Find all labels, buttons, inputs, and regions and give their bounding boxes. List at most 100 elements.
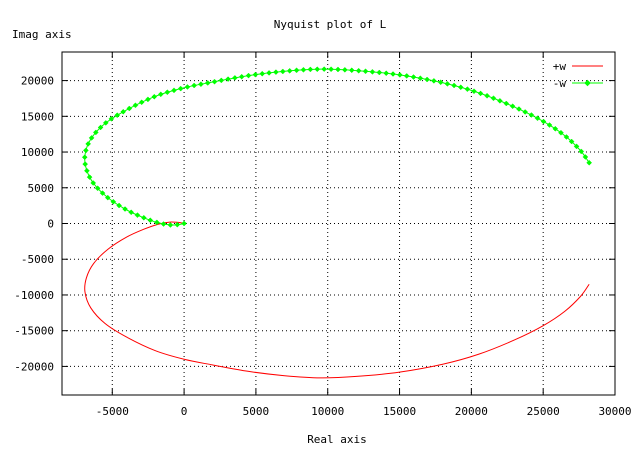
data-point bbox=[477, 90, 484, 97]
data-point bbox=[204, 80, 211, 86]
data-point bbox=[154, 219, 160, 226]
data-point bbox=[328, 66, 334, 73]
data-point bbox=[102, 120, 109, 126]
data-point bbox=[252, 71, 259, 78]
data-point bbox=[457, 84, 464, 91]
data-point bbox=[509, 103, 516, 110]
data-point bbox=[342, 66, 348, 73]
data-point bbox=[503, 100, 510, 107]
data-point bbox=[362, 68, 369, 75]
legend: +w -w bbox=[553, 60, 603, 90]
data-point bbox=[390, 71, 396, 77]
data-point bbox=[444, 80, 451, 87]
data-point bbox=[286, 67, 293, 74]
data-point bbox=[403, 73, 410, 79]
data-point bbox=[383, 70, 390, 77]
data-point bbox=[181, 220, 187, 227]
data-point bbox=[376, 69, 383, 76]
data-point bbox=[321, 66, 328, 72]
data-point bbox=[314, 66, 321, 73]
data-point bbox=[86, 174, 93, 180]
data-point bbox=[464, 86, 471, 93]
series-line bbox=[84, 221, 590, 379]
data-point bbox=[171, 87, 177, 94]
data-point bbox=[157, 91, 164, 98]
data-point bbox=[92, 129, 99, 136]
legend-label: +w bbox=[553, 60, 567, 73]
data-point bbox=[94, 185, 101, 192]
x-tick-label: 10000 bbox=[311, 405, 344, 418]
data-point bbox=[218, 77, 225, 84]
data-point bbox=[83, 147, 89, 154]
data-point bbox=[578, 148, 585, 155]
data-point bbox=[437, 79, 444, 86]
data-point bbox=[417, 75, 424, 82]
y-tick-label: 5000 bbox=[28, 182, 55, 195]
data-point bbox=[335, 66, 341, 73]
y-tick-label: -15000 bbox=[14, 325, 54, 338]
data-point bbox=[191, 82, 198, 89]
data-point bbox=[563, 134, 570, 140]
data-point bbox=[522, 109, 529, 115]
data-point bbox=[397, 72, 403, 78]
legend-marker bbox=[584, 79, 591, 87]
data-point bbox=[586, 159, 593, 166]
y-tick-label: -10000 bbox=[14, 289, 54, 302]
data-point bbox=[300, 66, 307, 73]
data-point bbox=[82, 161, 89, 167]
data-point bbox=[99, 190, 106, 196]
data-point bbox=[528, 112, 535, 118]
data-point bbox=[582, 154, 589, 160]
data-point bbox=[534, 115, 541, 122]
y-tick-label: -5000 bbox=[21, 253, 54, 266]
data-point bbox=[145, 96, 151, 103]
data-point bbox=[369, 68, 376, 75]
data-point bbox=[88, 135, 95, 141]
data-point bbox=[140, 214, 147, 221]
data-point bbox=[90, 180, 97, 186]
data-point bbox=[552, 125, 559, 132]
legend-label: -w bbox=[553, 77, 567, 90]
data-point bbox=[108, 115, 115, 122]
data-point bbox=[568, 138, 575, 145]
data-series bbox=[81, 66, 593, 379]
data-point bbox=[104, 194, 111, 201]
data-point bbox=[558, 129, 564, 136]
data-point bbox=[147, 217, 154, 224]
data-point bbox=[110, 198, 117, 205]
plot-frame bbox=[61, 51, 616, 396]
data-point bbox=[151, 93, 158, 100]
y-tick-label: 15000 bbox=[21, 110, 54, 123]
data-point bbox=[84, 167, 90, 174]
data-point bbox=[122, 206, 128, 212]
y-tick-label: 20000 bbox=[21, 75, 54, 88]
data-point bbox=[232, 75, 238, 81]
data-point bbox=[410, 74, 417, 80]
x-tick-label: -5000 bbox=[96, 405, 129, 418]
data-point bbox=[116, 202, 122, 209]
data-point bbox=[431, 77, 437, 84]
data-point bbox=[126, 105, 133, 112]
y-tick-label: -20000 bbox=[14, 360, 54, 373]
data-point bbox=[81, 154, 88, 161]
data-point bbox=[128, 209, 135, 216]
data-point bbox=[184, 84, 191, 90]
data-point bbox=[451, 82, 457, 89]
data-point bbox=[177, 85, 184, 92]
data-point bbox=[546, 122, 553, 128]
y-tick-label: 0 bbox=[47, 218, 54, 231]
data-point bbox=[471, 88, 477, 95]
x-axis-label: Real axis bbox=[307, 433, 367, 446]
x-tick-label: 20000 bbox=[455, 405, 488, 418]
data-point bbox=[138, 99, 145, 106]
data-point bbox=[160, 221, 167, 227]
data-point bbox=[97, 124, 104, 131]
data-point bbox=[424, 76, 430, 83]
data-point bbox=[132, 102, 139, 109]
data-point bbox=[134, 212, 141, 218]
x-tick-label: 30000 bbox=[598, 405, 631, 418]
data-point bbox=[355, 67, 362, 74]
x-tick-label: 15000 bbox=[383, 405, 416, 418]
data-point bbox=[211, 78, 218, 85]
